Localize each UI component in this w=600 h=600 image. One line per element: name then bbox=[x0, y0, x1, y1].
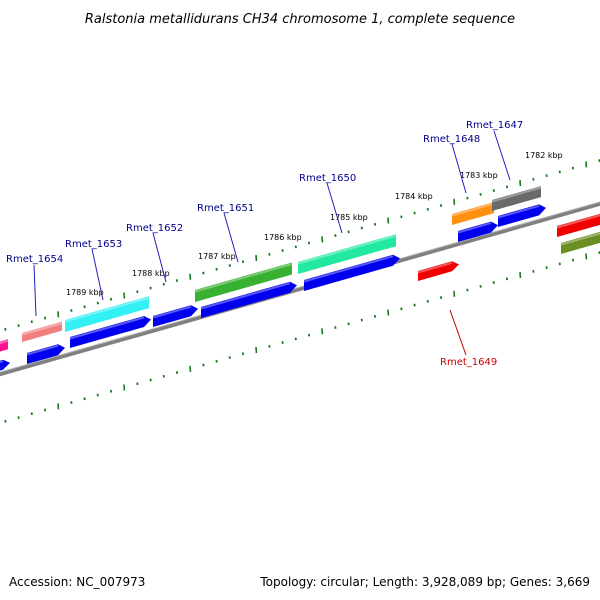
gene-label-rmet-1652[interactable]: Rmet_1652 bbox=[126, 223, 183, 234]
accession-text: Accession: NC_007973 bbox=[9, 575, 145, 589]
feature-cds-2[interactable] bbox=[27, 344, 65, 364]
feature-magenta-edge-highlight bbox=[0, 339, 9, 345]
gene-label-rmet-1647[interactable]: Rmet_1647 bbox=[466, 120, 523, 131]
feature-rmet-1647-gray-highlight bbox=[491, 186, 542, 203]
feature-cds-5-highlight bbox=[200, 282, 291, 310]
feature-rmet-1653-cyan-highlight bbox=[64, 296, 150, 323]
feature-rmet-1653-cyan[interactable] bbox=[65, 296, 149, 332]
feature-rmet-1650-mint[interactable] bbox=[298, 234, 396, 274]
feature-cds-6[interactable] bbox=[304, 254, 400, 291]
map-title: Ralstonia metallidurans CH34 chromosome … bbox=[85, 12, 515, 27]
gene-label-rmet-1648[interactable]: Rmet_1648 bbox=[423, 134, 480, 145]
feature-cds-8-highlight bbox=[497, 204, 540, 219]
feature-rmet-1647-gray[interactable] bbox=[492, 186, 541, 211]
feature-cds-5[interactable] bbox=[201, 281, 297, 318]
feature-cds-4[interactable] bbox=[153, 305, 198, 327]
chromosome-backbone-highlight bbox=[0, 201, 600, 373]
kbp-label-1789: 1789 kbp bbox=[66, 288, 104, 297]
feature-cds-8[interactable] bbox=[498, 204, 546, 227]
feature-olive-edge-highlight bbox=[560, 232, 600, 246]
leader-line-rmet-1647 bbox=[493, 130, 511, 181]
leader-line-rmet-1649 bbox=[449, 309, 467, 356]
gene-label-rmet-1653[interactable]: Rmet_1653 bbox=[65, 239, 122, 250]
feature-red-edge-highlight bbox=[556, 214, 600, 229]
feature-rmet-1654-salmon[interactable] bbox=[22, 321, 62, 342]
kbp-label-1782: 1782 kbp bbox=[525, 151, 563, 160]
summary-text: Topology: circular; Length: 3,928,089 bp… bbox=[259, 575, 590, 589]
feature-rmet-1648-orange-highlight bbox=[451, 202, 495, 217]
upper-tick-row bbox=[4, 159, 600, 331]
feature-rmet-1649-red[interactable] bbox=[418, 261, 459, 281]
gene-label-rmet-1654[interactable]: Rmet_1654 bbox=[6, 254, 63, 265]
kbp-label-1783: 1783 kbp bbox=[460, 171, 498, 180]
leader-line-rmet-1652 bbox=[152, 232, 167, 283]
gene-label-rmet-1649[interactable]: Rmet_1649 bbox=[440, 357, 497, 368]
lower-tick-row bbox=[4, 251, 600, 423]
leader-line-rmet-1648 bbox=[451, 143, 467, 194]
feature-rmet-1648-orange[interactable] bbox=[452, 202, 494, 225]
kbp-label-1787: 1787 kbp bbox=[198, 252, 236, 261]
leader-line-rmet-1650 bbox=[326, 182, 343, 234]
feature-rmet-1651-green[interactable] bbox=[195, 262, 292, 303]
feature-cds-1[interactable] bbox=[0, 359, 10, 372]
feature-cds-7[interactable] bbox=[458, 221, 498, 242]
leader-line-rmet-1651 bbox=[223, 212, 239, 263]
feature-cds-6-highlight bbox=[303, 255, 394, 283]
gene-label-rmet-1651[interactable]: Rmet_1651 bbox=[197, 203, 254, 214]
feature-magenta-edge[interactable] bbox=[0, 339, 8, 353]
feature-rmet-1650-mint-highlight bbox=[297, 234, 397, 265]
feature-cds-7-highlight bbox=[457, 222, 492, 234]
feature-red-edge[interactable] bbox=[557, 212, 600, 237]
gene-label-rmet-1650[interactable]: Rmet_1650 bbox=[299, 173, 356, 184]
feature-cds-1-highlight bbox=[0, 360, 4, 364]
feature-rmet-1651-green-highlight bbox=[194, 263, 293, 293]
feature-layer bbox=[0, 186, 600, 372]
kbp-label-1784: 1784 kbp bbox=[395, 192, 433, 201]
kbp-label-1788: 1788 kbp bbox=[132, 269, 170, 278]
feature-cds-3-highlight bbox=[69, 316, 145, 340]
feature-cds-4-highlight bbox=[152, 305, 192, 319]
feature-cds-2-highlight bbox=[26, 344, 59, 356]
leader-line-rmet-1653 bbox=[91, 248, 104, 301]
feature-cds-3[interactable] bbox=[70, 316, 151, 348]
feature-rmet-1649-red-highlight bbox=[417, 261, 453, 274]
leader-line-rmet-1654 bbox=[33, 264, 37, 317]
feature-rmet-1654-salmon-highlight bbox=[21, 322, 63, 336]
chromosome-backbone bbox=[0, 201, 600, 377]
kbp-label-1785: 1785 kbp bbox=[330, 213, 368, 222]
feature-olive-edge[interactable] bbox=[561, 231, 600, 255]
kbp-label-1786: 1786 kbp bbox=[264, 233, 302, 242]
